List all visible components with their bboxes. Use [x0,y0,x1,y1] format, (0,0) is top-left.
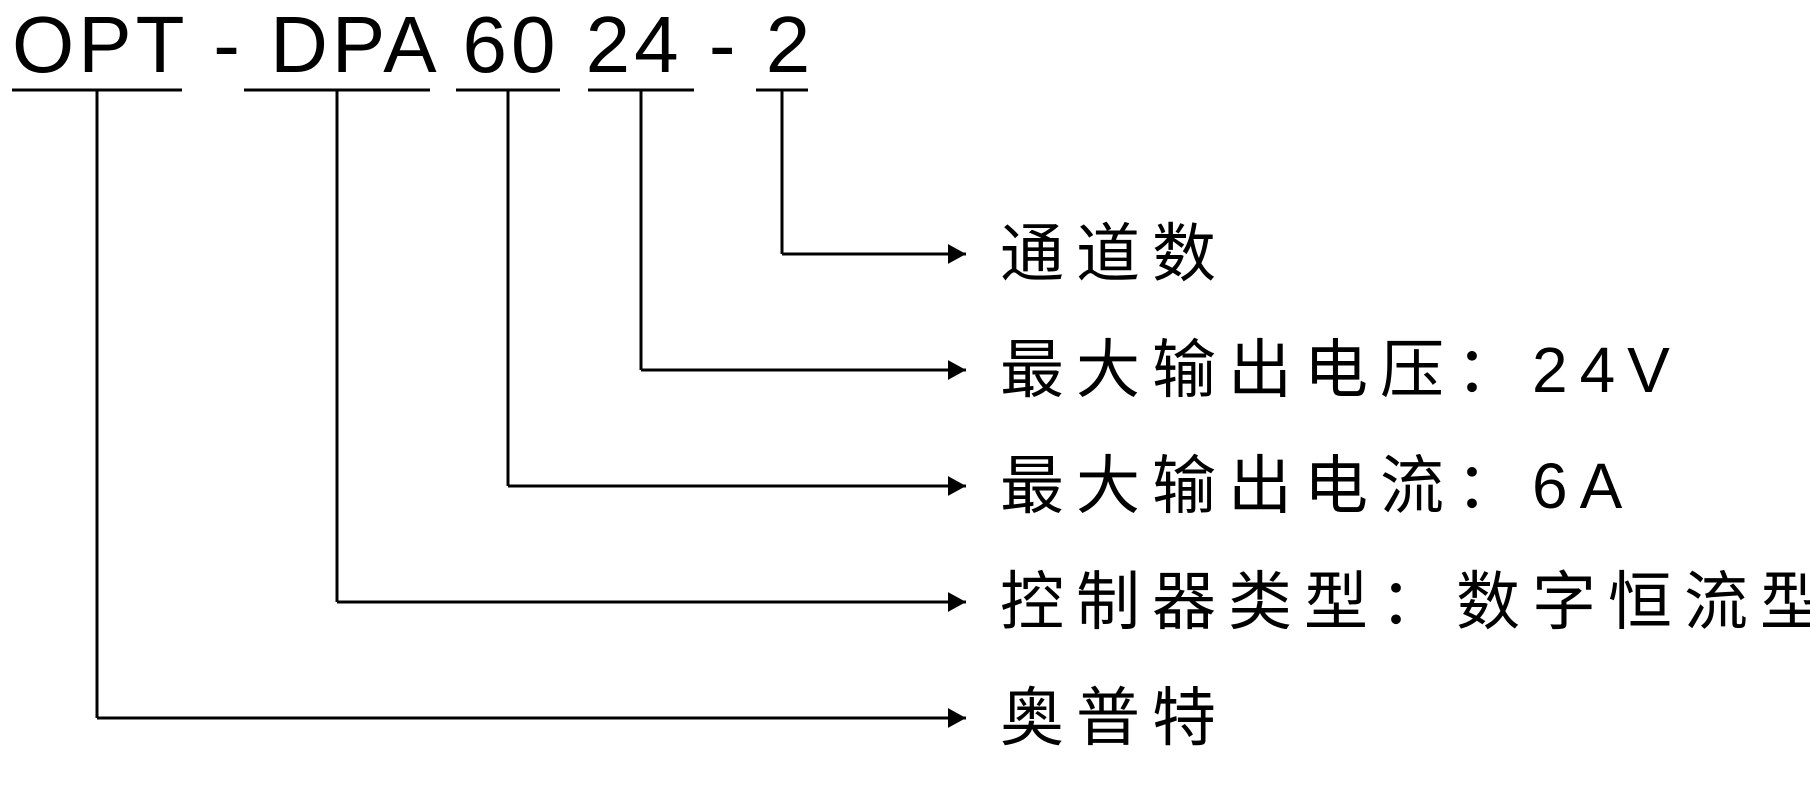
arrowhead-volt [948,360,966,380]
label-dpa: 控制器类型：数字恒流型 [1000,566,1810,638]
arrowhead-ch [948,244,966,264]
arrowhead-dpa [948,592,966,612]
label-opt: 奥普特 [1000,682,1228,754]
label-volt: 最大输出电压：24V [1000,334,1682,406]
label-ch: 通道数 [1000,218,1228,290]
label-cur: 最大输出电流：6A [1000,450,1634,522]
callout-labels-group: 通道数最大输出电压：24V 最大输出电流：6A 控制器类型：数字恒流型奥普特 [1000,218,1810,754]
product-code-breakdown-diagram: OPT - DPA 60 24 - 2 通道数最大输出电压：24V 最大输出电流：… [0,0,1810,789]
product-code-text: OPT - DPA 60 24 - 2 [12,0,814,89]
arrowhead-opt [948,708,966,728]
callout-lines-group [12,90,966,728]
arrowhead-cur [948,476,966,496]
